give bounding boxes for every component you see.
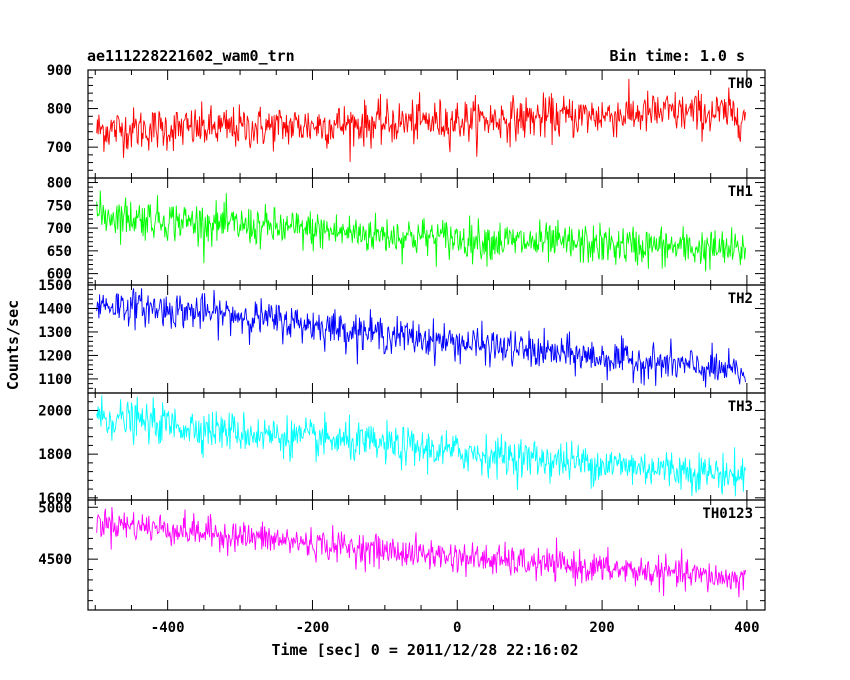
y-tick-label: 600 <box>47 267 72 283</box>
panel-label-th0123: TH0123 <box>702 506 753 522</box>
series-line-th3 <box>96 395 746 497</box>
y-tick-label: 1400 <box>38 301 72 317</box>
chart-title: ae111228221602_wam0_trn <box>87 47 295 65</box>
x-axis-title: Time [sec] 0 = 2011/12/28 22:16:02 <box>271 641 578 659</box>
y-tick-label: 700 <box>47 221 72 237</box>
panel-th3: 1600 1800 2000 TH3 <box>38 392 766 507</box>
y-tick-label: 900 <box>47 63 72 79</box>
y-axis-title: Counts/sec <box>4 300 22 390</box>
panel-frame <box>87 499 766 611</box>
y-tick-label: 750 <box>47 198 72 214</box>
x-tick-label: 0 <box>453 620 461 636</box>
y-tick-label: 2000 <box>38 403 72 419</box>
panel-th0123: 4500 5000 TH0123 <box>38 499 766 611</box>
x-tick-label: 200 <box>589 620 614 636</box>
x-tick-label: -400 <box>151 620 185 636</box>
panel-label-th2: TH2 <box>728 291 753 307</box>
y-tick-label: 800 <box>47 102 72 118</box>
panel-label-th0: TH0 <box>728 76 753 92</box>
series-line-th2 <box>96 288 746 388</box>
x-axis: -400 -200 0 200 400 <box>151 620 760 636</box>
y-tick-label: 800 <box>47 176 72 192</box>
panel-label-th1: TH1 <box>728 184 753 200</box>
panel-label-th3: TH3 <box>728 399 753 415</box>
y-tick-label: 1200 <box>38 348 72 364</box>
y-tick-label: 1100 <box>38 372 72 388</box>
panel-th2: 1100 1200 1300 1400 1500 TH2 <box>38 278 766 394</box>
y-tick-label: 5000 <box>38 500 72 516</box>
y-tick-label: 650 <box>47 244 72 260</box>
y-tick-label: 1800 <box>38 447 72 463</box>
y-tick-label: 4500 <box>38 552 72 568</box>
panel-th0: 700 800 900 TH0 <box>47 63 766 179</box>
panel-frame <box>87 69 766 179</box>
y-tick-label: 1300 <box>38 325 72 341</box>
series-line-th1 <box>96 190 746 272</box>
panels-group: 700 800 900 TH0 600 650 700 750 800 TH1 1100 1200 13… <box>38 63 766 611</box>
series-line-th0123 <box>96 506 746 598</box>
x-tick-label: 400 <box>734 620 759 636</box>
x-tick-label: -200 <box>296 620 330 636</box>
y-tick-label: 700 <box>47 140 72 156</box>
series-line-th0 <box>96 78 746 162</box>
y-tick-label: 1600 <box>38 491 72 507</box>
y-tick-label: 1500 <box>38 278 72 294</box>
panel-frame <box>87 284 766 394</box>
panel-th1: 600 650 700 750 800 TH1 <box>47 176 766 286</box>
bin-time-label: Bin time: 1.0 s <box>610 47 745 65</box>
